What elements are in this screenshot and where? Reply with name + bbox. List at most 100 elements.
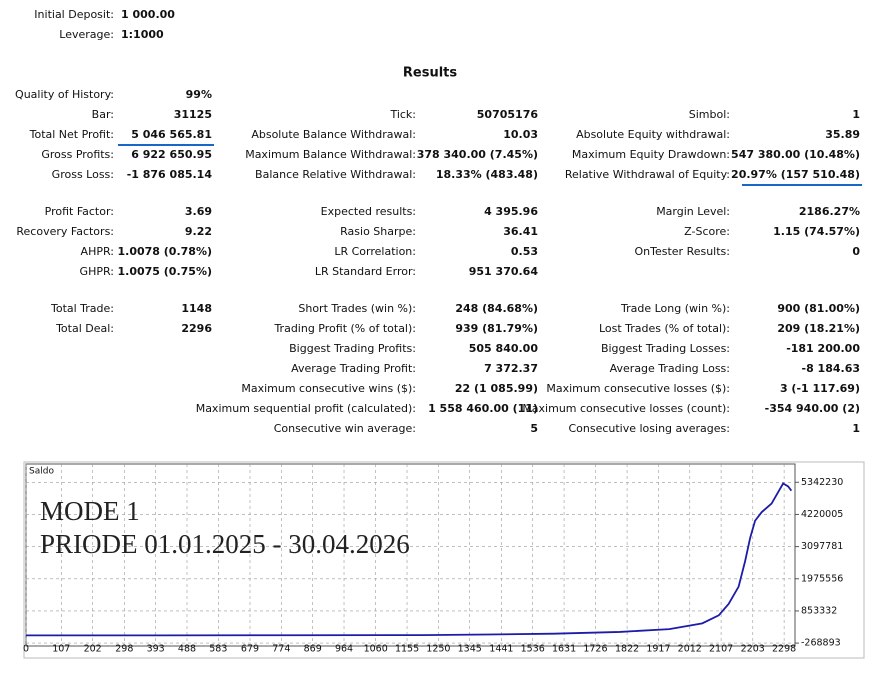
stat-value: 378 340.00 (7.45%) <box>417 148 538 161</box>
x-tick-label: 1822 <box>615 644 639 655</box>
y-tick-label: 853332 <box>801 605 837 616</box>
x-tick-label: 393 <box>147 644 165 655</box>
stat-label: Absolute Equity withdrawal: <box>576 128 730 141</box>
stat-value: 505 840.00 <box>469 342 539 355</box>
stat-value: 3 (-1 117.69) <box>780 382 860 395</box>
stat-value: 1.0078 (0.78%) <box>118 245 213 258</box>
stat-label: Average Trading Profit: <box>291 362 416 375</box>
stat-value: 939 (81.79%) <box>455 322 538 335</box>
x-tick-label: 1155 <box>395 644 419 655</box>
stat-label: Consecutive losing averages: <box>568 422 730 435</box>
x-tick-label: 869 <box>304 644 322 655</box>
x-tick-label: 1726 <box>583 644 607 655</box>
stat-label: GHPR: <box>80 265 114 278</box>
stat-label: Maximum Balance Withdrawal: <box>245 148 416 161</box>
stat-label: LR Standard Error: <box>315 265 416 278</box>
x-tick-label: 202 <box>84 644 102 655</box>
x-tick-label: 774 <box>272 644 290 655</box>
stat-label: Average Trading Loss: <box>610 362 730 375</box>
stat-label: Z-Score: <box>684 225 730 238</box>
setting-value: 1 000.00 <box>121 8 175 21</box>
stat-value: -8 184.63 <box>802 362 861 375</box>
stat-value: 547 380.00 (10.48%) <box>731 148 860 161</box>
stat-label: Gross Profits: <box>41 148 114 161</box>
stat-label: Expected results: <box>321 205 416 218</box>
stat-value: 99% <box>186 88 212 101</box>
stat-value: 1148 <box>181 302 212 315</box>
stat-label: Total Net Profit: <box>29 128 114 141</box>
setting-label: Initial Deposit: <box>34 8 114 21</box>
setting-label: Leverage: <box>59 28 114 41</box>
stat-value: 3.69 <box>185 205 212 218</box>
stat-value: -1 876 085.14 <box>127 168 213 181</box>
y-tick-label: 5342230 <box>801 477 843 488</box>
stat-value: 9.22 <box>185 225 212 238</box>
stat-value: 1.0075 (0.75%) <box>118 265 213 278</box>
stat-value: 0 <box>852 245 860 258</box>
x-tick-label: 679 <box>241 644 259 655</box>
stat-label: Biggest Trading Profits: <box>289 342 416 355</box>
stat-label: OnTester Results: <box>634 245 730 258</box>
stat-value: 1 <box>852 422 860 435</box>
stat-value: 6 922 650.95 <box>131 148 212 161</box>
stat-value: 18.33% (483.48) <box>436 168 538 181</box>
balance-line <box>26 482 793 637</box>
stat-value: 1.15 (74.57%) <box>773 225 860 238</box>
stat-value: 4 395.96 <box>484 205 538 218</box>
stat-value: 248 (84.68%) <box>455 302 538 315</box>
stat-label: Margin Level: <box>656 205 730 218</box>
stat-label: Absolute Balance Withdrawal: <box>251 128 416 141</box>
x-tick-label: 107 <box>52 644 70 655</box>
stat-value: 35.89 <box>825 128 860 141</box>
stat-value: 5 046 565.81 <box>131 128 212 141</box>
stat-label: Relative Withdrawal of Equity: <box>565 168 730 181</box>
results-title: Results <box>403 66 457 81</box>
stat-label: Trading Profit (% of total): <box>273 322 416 335</box>
x-tick-label: 1631 <box>552 644 576 655</box>
stat-label: Biggest Trading Losses: <box>601 342 730 355</box>
setting-value: 1:1000 <box>121 28 164 41</box>
stat-label: Maximum Equity Drawdown: <box>572 148 730 161</box>
x-tick-label: 1060 <box>364 644 388 655</box>
stat-value: 5 <box>530 422 538 435</box>
x-tick-label: 2298 <box>772 644 796 655</box>
stat-label: Consecutive win average: <box>274 422 416 435</box>
stat-label: LR Correlation: <box>334 245 416 258</box>
x-tick-label: 488 <box>178 644 196 655</box>
stat-value: 900 (81.00%) <box>777 302 860 315</box>
x-tick-label: 964 <box>335 644 353 655</box>
x-tick-label: 1917 <box>646 644 670 655</box>
stat-label: Maximum consecutive losses (count): <box>522 402 730 415</box>
stat-label: Profit Factor: <box>45 205 114 218</box>
stat-label: Total Deal: <box>55 322 114 335</box>
y-tick-label: -268893 <box>801 638 841 649</box>
stat-label: Gross Loss: <box>52 168 114 181</box>
stat-value: 36.41 <box>503 225 538 238</box>
y-tick-label: 1975556 <box>801 573 843 584</box>
stat-value: 10.03 <box>503 128 538 141</box>
stat-label: Balance Relative Withdrawal: <box>255 168 416 181</box>
stat-value: 20.97% (157 510.48) <box>731 168 860 181</box>
x-tick-label: 1250 <box>426 644 450 655</box>
stat-value: 50705176 <box>477 108 539 121</box>
y-tick-label: 3097781 <box>801 541 843 552</box>
stat-value: 1 <box>852 108 860 121</box>
stat-value: 31125 <box>174 108 212 121</box>
stat-label: Trade Long (win %): <box>620 302 730 315</box>
x-tick-label: 1345 <box>458 644 482 655</box>
stat-label: Quality of History: <box>15 88 114 101</box>
x-tick-label: 2203 <box>741 644 765 655</box>
stat-label: Tick: <box>389 108 416 121</box>
x-tick-label: 2012 <box>678 644 702 655</box>
annotation: PRIODE 01.01.2025 - 30.04.2026 <box>40 529 410 559</box>
x-tick-label: 1536 <box>521 644 545 655</box>
stat-value: 2296 <box>181 322 212 335</box>
plot-area <box>25 463 796 647</box>
stat-label: Rasio Sharpe: <box>340 225 416 238</box>
x-tick-label: 2107 <box>709 644 733 655</box>
stat-value: 22 (1 085.99) <box>455 382 538 395</box>
annotation: MODE 1 <box>40 496 140 526</box>
chart-title: Saldo <box>29 467 54 477</box>
stat-value: 951 370.64 <box>469 265 539 278</box>
